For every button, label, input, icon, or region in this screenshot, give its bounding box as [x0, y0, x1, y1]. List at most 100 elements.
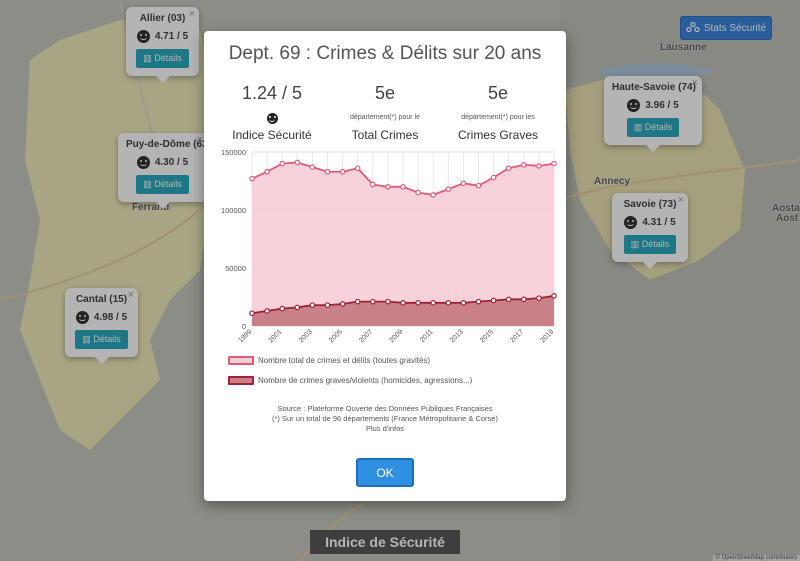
x-tick-label: 2001: [268, 328, 284, 344]
stat-note: département(*) pour le: [349, 114, 421, 121]
city-label: Annecy: [594, 176, 631, 187]
data-point: [385, 183, 391, 190]
data-point: [264, 168, 270, 175]
map-popup-savoie: × Savoie (73) 4.31 / 5 ▥ Détails: [612, 193, 688, 269]
score-value: 3.96 / 5: [645, 100, 679, 111]
score-value: 4.98 / 5: [93, 312, 128, 323]
data-point: [400, 183, 406, 190]
x-tick-label: 2007: [358, 328, 374, 344]
details-label: Détails: [154, 53, 182, 63]
footnote-line: (*) Sur un total de 96 départements (Fra…: [272, 414, 498, 423]
stat-face: [212, 108, 332, 128]
data-point: [505, 165, 512, 172]
legend-item-graves[interactable]: Nombre de crimes graves/violents (homici…: [228, 376, 472, 385]
data-point: [339, 168, 346, 175]
map-popup-puy-de-dome: × Puy-de-Dôme (63) 4.30 / 5 ▥ Détails: [118, 133, 212, 209]
close-icon[interactable]: ×: [691, 77, 698, 89]
data-point: [354, 165, 361, 172]
legend-label: Nombre total de crimes et délits (toutes…: [258, 356, 431, 365]
data-point: [445, 300, 452, 306]
close-icon[interactable]: ×: [677, 194, 684, 206]
popup-score: 4.30 / 5: [126, 156, 199, 169]
chart-icon: ▥: [143, 53, 152, 63]
ok-button[interactable]: OK: [356, 458, 414, 487]
map-popup-haute-savoie: × Haute-Savoie (74) 3.96 / 5 ▥ Détails: [604, 76, 702, 152]
data-point: [400, 300, 406, 306]
popup-score: 3.96 / 5: [612, 99, 694, 112]
stat-note: département(*) pour les: [461, 114, 535, 121]
x-tick-label: 2003: [298, 328, 314, 344]
smiley-icon: [75, 311, 89, 324]
data-point: [520, 296, 527, 303]
data-point: [460, 180, 467, 187]
data-point: [551, 293, 557, 299]
stat-label: Indice Sécurité: [232, 128, 312, 142]
popup-score: 4.71 / 5: [134, 30, 191, 43]
popup-tip: [155, 202, 170, 209]
stat-label: Crimes Graves: [457, 128, 538, 142]
source-text: Source : Plateforme Ouverte des Données …: [204, 404, 566, 434]
crime-chart: 0 50000 100000 150000 1999 2001 2003 2005 2007 20…: [221, 148, 557, 344]
data-point: [264, 308, 270, 314]
data-point: [249, 175, 255, 182]
stat-crimes-graves: 5e département(*) pour les Crimes Graves: [438, 81, 558, 142]
data-point: [415, 300, 421, 306]
data-point: [385, 298, 391, 305]
data-point: [370, 181, 376, 188]
y-tick-label: 0: [242, 322, 246, 331]
legend-label: Nombre de crimes graves/violents (homici…: [258, 376, 473, 385]
popup-tip: [646, 145, 660, 152]
more-info-link[interactable]: Plus d'infos: [365, 424, 405, 433]
map-attribution[interactable]: © OpenStreetMap contributors: [712, 555, 800, 561]
popup-score: 4.98 / 5: [73, 311, 130, 324]
city-label: Lausanne: [660, 42, 707, 53]
details-button[interactable]: ▥ Détails: [136, 49, 189, 68]
close-icon[interactable]: ×: [196, 134, 203, 146]
data-point: [294, 159, 301, 166]
data-point: [460, 300, 467, 306]
city-label: Aosta: [772, 203, 800, 214]
legend-item-total[interactable]: Nombre total de crimes et délits (toutes…: [228, 356, 430, 365]
data-point: [536, 295, 542, 301]
stats-securite-button[interactable]: Stats Sécurité: [680, 16, 772, 40]
close-icon[interactable]: ×: [127, 289, 134, 301]
data-point: [339, 301, 346, 307]
popup-tip: [155, 76, 170, 83]
data-point: [475, 182, 482, 189]
popup-tip: [94, 357, 109, 364]
legend-swatch: [228, 376, 254, 385]
details-button[interactable]: ▥ Détails: [136, 175, 189, 194]
legend-title: Indice de Sécurité: [310, 530, 460, 554]
x-tick-label: 2017: [509, 328, 525, 344]
score-value: 4.31 / 5: [642, 217, 676, 228]
stat-value: 5e: [487, 83, 509, 103]
data-point: [370, 298, 376, 305]
data-point: [354, 298, 361, 305]
data-point: [279, 305, 286, 312]
details-button[interactable]: ▥ Détails: [75, 330, 128, 349]
data-point: [430, 192, 437, 198]
popup-title: Savoie (73): [623, 199, 677, 210]
details-button[interactable]: ▥ Détails: [626, 118, 680, 137]
smiley-icon: [266, 112, 278, 124]
network-icon: [686, 21, 700, 35]
legend-swatch: [228, 356, 254, 365]
y-tick-label: 100000: [221, 206, 246, 215]
details-label: Détails: [644, 122, 673, 132]
data-point: [324, 168, 331, 175]
close-icon[interactable]: ×: [188, 8, 195, 20]
chart-icon: ▥: [630, 239, 640, 249]
data-point: [475, 298, 482, 305]
popup-title: Puy-de-Dôme (63): [126, 139, 212, 150]
x-tick-label: 2011: [419, 328, 435, 344]
details-button[interactable]: ▥ Détails: [623, 235, 677, 254]
x-tick-label: 1999: [237, 328, 253, 344]
details-label: Détails: [93, 334, 121, 344]
details-label: Détails: [154, 179, 182, 189]
stat-indice-securite: 1.24 / 5 Indice Sécurité: [212, 81, 332, 142]
popup-title: Allier (03): [139, 13, 186, 24]
popup-tip: [643, 262, 657, 269]
map-popup-cantal: × Cantal (15) 4.98 / 5 ▥ Détails: [65, 288, 138, 364]
data-point: [551, 160, 557, 167]
data-point: [294, 304, 301, 311]
